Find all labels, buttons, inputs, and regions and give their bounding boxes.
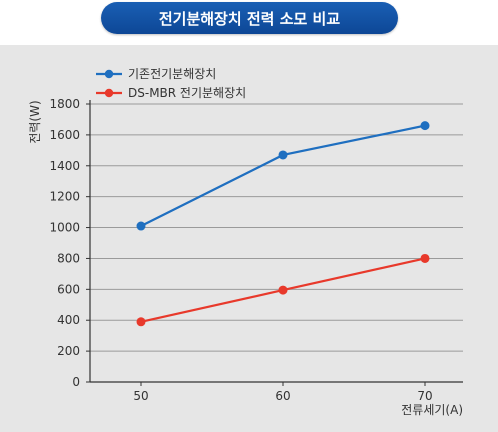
chart-title-badge: 전기분해장치 전력 소모 비교 [101, 2, 398, 34]
y-tick-label: 1200 [49, 190, 80, 204]
y-tick-label: 1400 [49, 159, 80, 173]
chart-panel [0, 45, 498, 432]
y-tick-label: 1800 [49, 97, 80, 111]
data-point-series-1 [136, 221, 146, 231]
data-point-series-2 [420, 253, 430, 263]
legend-label-1: 기존전기분해장치 [128, 67, 216, 81]
data-point-series-1 [420, 121, 430, 131]
chart-title-text: 전기분해장치 전력 소모 비교 [158, 9, 341, 28]
legend-label-2: DS-MBR 전기분해장치 [128, 86, 246, 100]
x-tick-label: 60 [275, 389, 290, 403]
y-tick-label: 200 [57, 344, 80, 358]
legend-marker-1 [104, 69, 114, 79]
x-tick-label: 50 [133, 389, 148, 403]
y-tick-label: 800 [57, 251, 80, 265]
data-point-series-1 [278, 150, 288, 160]
series-line-1 [140, 124, 426, 227]
y-tick-label: 0 [72, 375, 80, 389]
x-axis-label: 전류세기(A) [401, 403, 463, 417]
y-tick-label: 1600 [49, 128, 80, 142]
y-tick-label: 600 [57, 282, 80, 296]
x-tick-label: 70 [417, 389, 432, 403]
legend-marker-2 [104, 88, 114, 98]
data-point-series-2 [278, 285, 288, 295]
y-tick-label: 400 [57, 313, 80, 327]
y-tick-label: 1000 [49, 221, 80, 235]
data-point-series-2 [136, 317, 146, 327]
y-axis-label: 전력(W) [28, 100, 42, 143]
